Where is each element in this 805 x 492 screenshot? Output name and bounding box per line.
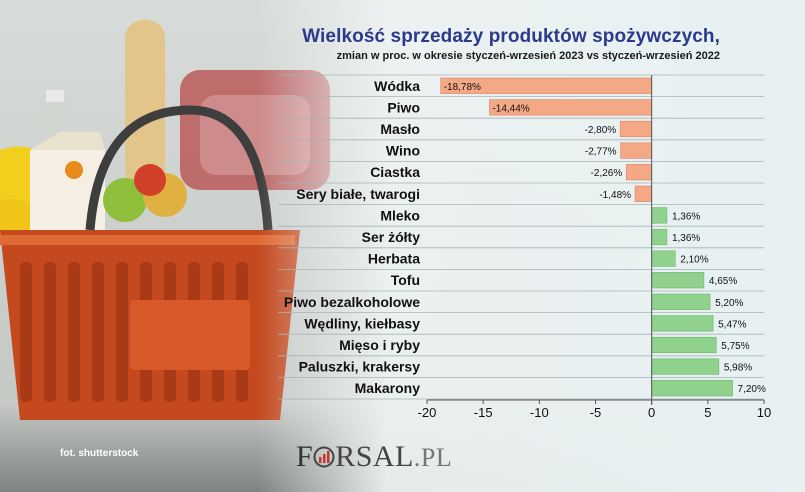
bar	[651, 293, 711, 310]
category-label: Mleko	[380, 207, 420, 223]
data-label: 5,20%	[715, 298, 743, 309]
chart-subtitle: zmian w proc. w okresie styczeń-wrzesień…	[336, 50, 720, 62]
data-label: 4,65%	[709, 276, 737, 287]
category-label: Paluszki, krakersy	[299, 359, 421, 375]
data-label: 2,10%	[680, 255, 708, 266]
bar	[651, 250, 676, 267]
data-label: -18,78%	[444, 82, 481, 93]
category-label: Wędliny, kiełbasy	[304, 315, 420, 331]
category-label: Ciastka	[370, 164, 420, 180]
forsal-logo: F RSAL.PL	[296, 440, 452, 474]
category-label: Sery białe, twarogi	[296, 186, 420, 202]
category-label: Tofu	[391, 272, 420, 288]
category-label: Mięso i ryby	[339, 337, 420, 353]
data-label: 5,47%	[718, 319, 746, 330]
bar	[651, 315, 714, 332]
bar	[651, 272, 705, 289]
category-label: Masło	[380, 121, 420, 137]
bar	[651, 380, 733, 397]
category-label: Herbata	[368, 251, 420, 267]
data-label: 1,36%	[672, 233, 700, 244]
data-label: -2,77%	[585, 147, 617, 158]
bar	[619, 120, 652, 138]
bar	[620, 142, 652, 159]
bar	[651, 228, 668, 246]
x-tick-label: 5	[704, 405, 711, 420]
data-label: -1,48%	[599, 190, 631, 201]
bar	[625, 164, 652, 181]
bar	[651, 207, 668, 224]
logo-chart-icon	[313, 445, 335, 468]
category-label: Piwo bezalkoholowe	[284, 294, 420, 310]
logo-letters: RSAL	[335, 440, 414, 473]
x-tick-label: -20	[418, 405, 437, 420]
data-label: -2,80%	[585, 125, 617, 136]
category-label: Wódka	[374, 78, 420, 94]
photo-credit: fot. shutterstock	[60, 448, 139, 459]
data-label: -2,26%	[591, 168, 623, 179]
x-tick-label: -15	[474, 405, 493, 420]
data-label: 1,36%	[672, 211, 700, 222]
bar	[634, 185, 652, 202]
data-label: 7,20%	[738, 384, 766, 395]
x-tick-label: -5	[590, 405, 602, 420]
category-label: Makarony	[355, 380, 421, 396]
category-label: Wino	[386, 143, 420, 159]
logo-domain: .PL	[413, 443, 453, 472]
chart-title: Wielkość sprzedaży produktów spożywczych…	[302, 26, 720, 47]
x-tick-label: 0	[648, 405, 655, 420]
category-label: Ser żółty	[362, 229, 421, 245]
category-label: Piwo	[387, 99, 420, 115]
data-label: -14,44%	[492, 103, 529, 114]
bar	[651, 358, 720, 375]
data-label: 5,75%	[721, 341, 749, 352]
bar	[651, 336, 717, 354]
logo-letter-f: F	[296, 440, 314, 473]
x-tick-label: 10	[757, 405, 771, 420]
data-label: 5,98%	[724, 363, 752, 374]
x-tick-label: -10	[530, 405, 549, 420]
